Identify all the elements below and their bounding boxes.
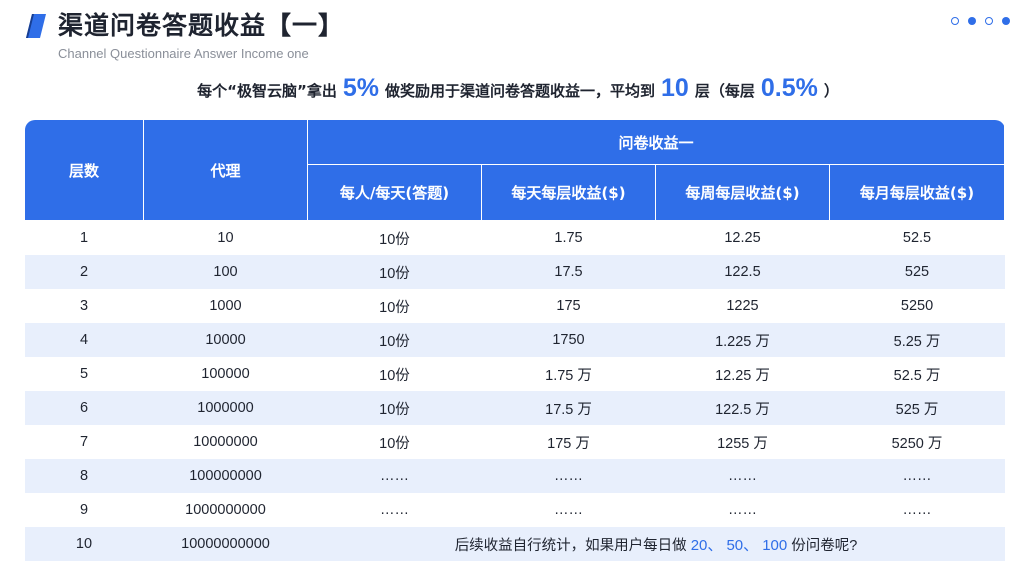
- cell-daily-income: 1.75 万: [481, 357, 656, 391]
- cell-level: 4: [24, 323, 144, 357]
- cell-daily-income: 175 万: [481, 425, 656, 459]
- brand-logo-icon: [26, 14, 46, 38]
- income-table: 层数 代理 问卷收益一 每人/每天(答题) 每天每层收益($) 每周每层收益($…: [24, 119, 1006, 561]
- cell-monthly-income: ……: [829, 493, 1005, 527]
- cell-weekly-income: 122.5: [655, 255, 830, 289]
- pager-dot-2[interactable]: [968, 17, 976, 25]
- cell-daily-income: ……: [481, 459, 656, 493]
- table-row: 7 10000000 10份 175 万 1255 万 5250 万: [24, 425, 1005, 459]
- cell-daily-answers: 10份: [307, 255, 482, 289]
- cell-daily-answers: 10份: [307, 357, 482, 391]
- cell-monthly-income: 52.5: [829, 220, 1005, 255]
- cell-agent: 10: [143, 220, 308, 255]
- page-title: 渠道问卷答题收益【一】: [58, 11, 345, 40]
- cell-level: 7: [24, 425, 144, 459]
- cell-monthly-income: 525 万: [829, 391, 1005, 425]
- page-subtitle: Channel Questionnaire Answer Income one: [58, 46, 309, 61]
- cell-daily-income: 1.75: [481, 220, 656, 255]
- cell-daily-answers: 10份: [307, 391, 482, 425]
- cell-daily-answers: 10份: [307, 425, 482, 459]
- cell-agent: 1000000: [143, 391, 308, 425]
- cell-agent: 10000000: [143, 425, 308, 459]
- table-row: 6 1000000 10份 17.5 万 122.5 万 525 万: [24, 391, 1005, 425]
- cell-monthly-income: ……: [829, 459, 1005, 493]
- table-row: 8 100000000 …… …… …… ……: [24, 459, 1005, 493]
- cell-daily-answers: 10份: [307, 323, 482, 357]
- cell-daily-answers: ……: [307, 459, 482, 493]
- cell-weekly-income: 1255 万: [655, 425, 830, 459]
- headline-text-3: 层（每层: [694, 82, 755, 100]
- table-row-last: 10 10000000000 后续收益自行统计，如果用户每日做 20、 50、 …: [24, 527, 1005, 561]
- cell-level: 8: [24, 459, 144, 493]
- cell-daily-income: 17.5 万: [481, 391, 656, 425]
- table-row: 3 1000 10份 175 1225 5250: [24, 289, 1005, 323]
- cell-monthly-income: 5.25 万: [829, 323, 1005, 357]
- cell-agent: 10000000000: [143, 527, 308, 561]
- cell-daily-income: 17.5: [481, 255, 656, 289]
- pager-dots: [951, 17, 1010, 25]
- cell-level: 9: [24, 493, 144, 527]
- note-separator-2: 、: [743, 536, 759, 554]
- header-agent: 代理: [143, 119, 308, 221]
- cell-weekly-income: 122.5 万: [655, 391, 830, 425]
- headline-percent: 5%: [342, 74, 379, 102]
- cell-agent: 100000: [143, 357, 308, 391]
- headline-text-4: ）: [823, 82, 839, 100]
- header-weekly-income: 每周每层收益($): [655, 164, 830, 221]
- header-monthly-income: 每月每层收益($): [828, 164, 1006, 221]
- note-separator-1: 、: [707, 536, 723, 554]
- cell-agent: 100: [143, 255, 308, 289]
- cell-agent: 10000: [143, 323, 308, 357]
- header-group-income: 问卷收益一: [306, 119, 1006, 165]
- cell-monthly-income: 5250 万: [829, 425, 1005, 459]
- cell-daily-income: 1750: [481, 323, 656, 357]
- pager-dot-4[interactable]: [1002, 17, 1010, 25]
- cell-weekly-income: 1225: [655, 289, 830, 323]
- cell-daily-income: ……: [481, 493, 656, 527]
- cell-weekly-income: ……: [655, 493, 830, 527]
- cell-weekly-income: 12.25: [655, 220, 830, 255]
- header-daily-answers: 每人/每天(答题): [307, 164, 482, 221]
- cell-weekly-income: 12.25 万: [655, 357, 830, 391]
- summary-headline: 每个“极智云脑”拿出 5% 做奖励用于渠道问卷答题收益一，平均到 10 层（每层 0.5%…: [0, 74, 1036, 103]
- headline-levels: 10: [661, 74, 689, 102]
- header-daily-income: 每天每层收益($): [481, 164, 656, 221]
- cell-daily-answers: 10份: [307, 220, 482, 255]
- table-row: 1 10 10份 1.75 12.25 52.5: [24, 220, 1005, 255]
- cell-monthly-income: 52.5 万: [829, 357, 1005, 391]
- header-level: 层数: [24, 119, 144, 221]
- cell-agent: 1000: [143, 289, 308, 323]
- cell-level: 5: [24, 357, 144, 391]
- cell-level: 3: [24, 289, 144, 323]
- note-text-1: 后续收益自行统计，如果用户每日做: [454, 537, 687, 554]
- note-number-50: 50: [726, 536, 744, 554]
- pager-dot-1[interactable]: [951, 17, 959, 25]
- note-number-20: 20: [690, 536, 708, 554]
- cell-daily-answers: 10份: [307, 289, 482, 323]
- cell-weekly-income: 1.225 万: [655, 323, 830, 357]
- cell-weekly-income: ……: [655, 459, 830, 493]
- cell-level: 2: [24, 255, 144, 289]
- cell-note: 后续收益自行统计，如果用户每日做 20、 50、 100 份问卷呢?: [307, 527, 1005, 561]
- table-row: 2 100 10份 17.5 122.5 525: [24, 255, 1005, 289]
- cell-daily-income: 175: [481, 289, 656, 323]
- note-text-2: 份问卷呢?: [791, 537, 858, 554]
- table-row: 5 100000 10份 1.75 万 12.25 万 52.5 万: [24, 357, 1005, 391]
- cell-agent: 100000000: [143, 459, 308, 493]
- cell-monthly-income: 5250: [829, 289, 1005, 323]
- cell-agent: 1000000000: [143, 493, 308, 527]
- table-row: 9 1000000000 …… …… …… ……: [24, 493, 1005, 527]
- headline-text-2: 做奖励用于渠道问卷答题收益一，平均到: [385, 82, 656, 100]
- headline-text-1: 每个“极智云脑”拿出: [197, 82, 337, 100]
- pager-dot-3[interactable]: [985, 17, 993, 25]
- cell-daily-answers: ……: [307, 493, 482, 527]
- table-row: 4 10000 10份 1750 1.225 万 5.25 万: [24, 323, 1005, 357]
- headline-per-level: 0.5%: [760, 74, 818, 102]
- cell-level: 10: [24, 527, 144, 561]
- cell-monthly-income: 525: [829, 255, 1005, 289]
- cell-level: 1: [24, 220, 144, 255]
- note-number-100: 100: [762, 536, 788, 554]
- cell-level: 6: [24, 391, 144, 425]
